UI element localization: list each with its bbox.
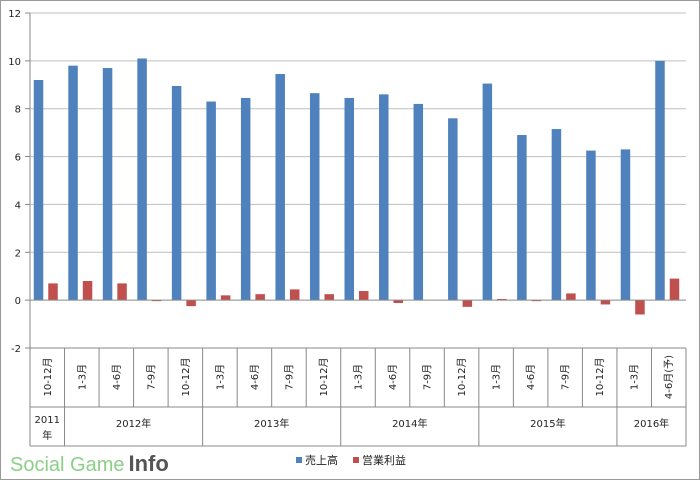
bar-revenue [482,83,493,301]
bar-revenue [171,85,182,301]
bar-revenue [240,97,251,301]
legend-label: 売上高 [305,453,338,467]
year-label: 2016年 [634,417,669,430]
year-labels: 2011 年 2012年 2013年 2014年 2015年 2016年 [35,415,670,442]
bar-revenue [655,60,665,301]
y-tick-label: 4 [15,200,21,211]
bar-revenue [413,103,424,301]
x-tick-label: 10-12月 [180,357,192,396]
y-tick-label: 8 [15,105,21,116]
bar-revenue [379,94,389,301]
x-tick-label: 4-6月 [111,364,123,390]
year-label: 2014年 [392,417,427,430]
bar-revenue [102,68,113,301]
bars [33,58,680,315]
bar-profit [48,283,58,301]
bar-revenue [309,93,320,301]
legend-swatch [296,457,302,463]
bar-profit [359,291,369,301]
bar-revenue [620,149,631,301]
bar-profit [117,283,127,301]
x-tick-label: 4-6月 [249,364,261,390]
x-tick-label: 1-3月 [353,364,365,390]
bar-revenue [33,80,44,301]
bar-profit [393,300,404,304]
brand-logo: Social Game Info [10,451,169,476]
x-tick-labels: 10-12月 1-3月 4-6月 7-9月 10-12月 1-3月 4-6月 7-9月 10-1… [42,355,675,399]
bar-revenue [448,118,458,301]
bar-profit [566,293,576,301]
bar-profit [186,300,196,307]
bar-revenue [344,97,354,301]
bar-profit [669,278,680,301]
x-tick-label: 7-9月 [560,364,572,390]
bar-profit [635,300,645,315]
year-label: 2012年 [116,417,151,430]
y-tick-label: 0 [15,296,21,307]
x-tick-label: 10-12月 [456,357,468,396]
bar-revenue [68,65,78,301]
y-tick-labels: 12 10 8 6 4 2 0 -2 [8,9,21,355]
year-label-suffix: 年 [42,429,52,442]
bar-profit [220,295,231,301]
bar-revenue [551,129,562,301]
bar-revenue [275,74,285,301]
x-tick-label: 7-9月 [145,364,157,390]
bar-profit [497,298,507,301]
x-tick-label: 1-3月 [491,364,503,390]
y-tick-label: 10 [8,57,21,68]
bar-profit [82,281,93,301]
x-tick-label: 10-12月 [594,357,606,396]
x-tick-label: 4-6月 [525,364,537,390]
bar-profit [600,300,611,305]
axes [29,13,687,447]
legend-swatch [353,457,359,463]
bar-revenue [206,101,216,301]
x-tick-label: 10-12月 [318,357,330,396]
bar-profit [255,294,265,301]
y-tick-label: 2 [15,248,21,259]
bar-revenue [517,135,527,301]
year-label: 2011 [35,415,60,426]
y-tick-label: 6 [15,153,21,164]
x-tick-label: 1-3月 [629,364,641,390]
brand-logo-main: Social Game [10,454,125,476]
bar-revenue [137,58,147,301]
y-tick-label: 12 [8,9,21,20]
bar-revenue [586,150,596,301]
x-tick-label: 7-9月 [283,364,295,390]
x-tick-label: 10-12月 [42,357,54,396]
bar-profit [324,294,334,301]
bar-profit [462,300,473,307]
x-tick-label: 4-6月(予) [663,355,675,399]
bar-profit [289,289,300,301]
year-label: 2015年 [530,417,565,430]
x-tick-label: 1-3月 [76,364,88,390]
x-tick-label: 7-9月 [422,364,434,390]
brand-logo-accent: Info [128,451,169,476]
y-tick-label: -2 [11,344,21,355]
legend-label: 営業利益 [362,453,406,467]
x-tick-label: 4-6月 [387,364,399,390]
year-label: 2013年 [254,417,289,430]
x-tick-label: 1-3月 [214,364,226,390]
legend: 売上高 営業利益 [296,453,406,467]
